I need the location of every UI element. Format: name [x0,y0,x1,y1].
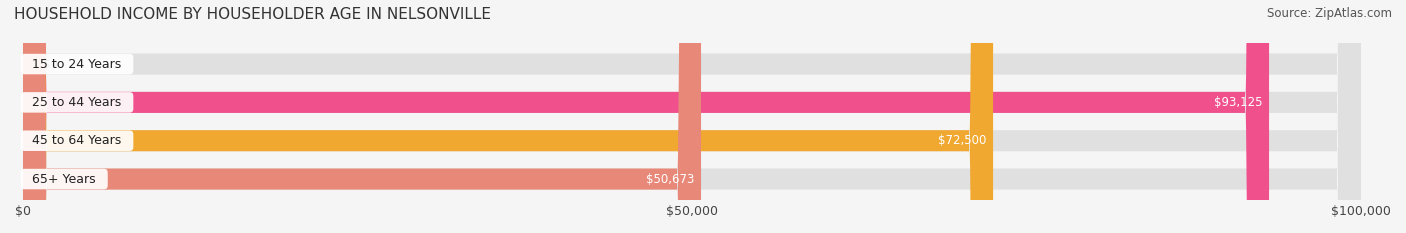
Text: $0: $0 [44,58,58,71]
Text: Source: ZipAtlas.com: Source: ZipAtlas.com [1267,7,1392,20]
FancyBboxPatch shape [22,0,1361,233]
Text: 15 to 24 Years: 15 to 24 Years [24,58,129,71]
Text: 65+ Years: 65+ Years [24,173,104,185]
FancyBboxPatch shape [22,0,1270,233]
FancyBboxPatch shape [22,0,702,233]
Text: $72,500: $72,500 [938,134,987,147]
Text: 25 to 44 Years: 25 to 44 Years [24,96,129,109]
FancyBboxPatch shape [22,0,1361,233]
FancyBboxPatch shape [22,0,993,233]
Text: $93,125: $93,125 [1213,96,1263,109]
FancyBboxPatch shape [22,0,1361,233]
FancyBboxPatch shape [22,0,1361,233]
Text: HOUSEHOLD INCOME BY HOUSEHOLDER AGE IN NELSONVILLE: HOUSEHOLD INCOME BY HOUSEHOLDER AGE IN N… [14,7,491,22]
Text: 45 to 64 Years: 45 to 64 Years [24,134,129,147]
Text: $50,673: $50,673 [645,173,695,185]
